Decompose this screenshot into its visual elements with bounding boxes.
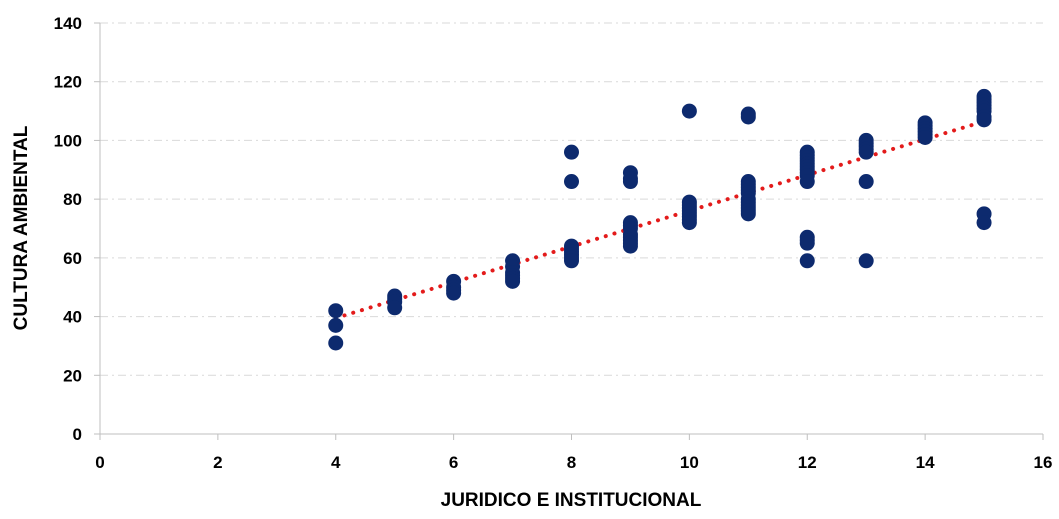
scatter-point bbox=[799, 253, 815, 269]
scatter-point bbox=[740, 206, 756, 222]
y-tick-label: 40 bbox=[63, 308, 82, 327]
scatter-point bbox=[564, 174, 579, 190]
x-tick-label: 16 bbox=[1034, 453, 1053, 472]
scatter-point bbox=[564, 144, 579, 160]
scatter-point bbox=[681, 215, 697, 231]
scatter-point bbox=[505, 273, 521, 289]
y-tick-label: 60 bbox=[63, 249, 82, 268]
scatter-point bbox=[387, 300, 403, 316]
y-tick-label: 120 bbox=[54, 73, 82, 92]
scatter-point bbox=[328, 317, 344, 333]
scatter-point bbox=[328, 303, 344, 319]
y-axis-title: CULTURA AMBIENTAL bbox=[11, 125, 32, 330]
x-tick-label: 12 bbox=[798, 453, 817, 472]
y-tick-label: 20 bbox=[63, 366, 82, 385]
data-points bbox=[328, 88, 992, 351]
x-tick-label: 2 bbox=[213, 453, 222, 472]
scatter-point bbox=[622, 238, 638, 254]
tick-labels: 0 20 40 60 80 100 120 140 0 2 4 6 8 10 12 14 16 bbox=[54, 14, 1053, 472]
scatter-point bbox=[976, 215, 992, 231]
scatter-point bbox=[446, 285, 462, 301]
trendline-layer bbox=[333, 119, 987, 321]
x-tick-label: 10 bbox=[680, 453, 699, 472]
scatter-point bbox=[564, 253, 579, 269]
y-tick-label: 140 bbox=[54, 14, 82, 33]
y-tick-label: 100 bbox=[54, 131, 82, 150]
scatter-point bbox=[799, 235, 815, 251]
y-tick-label: 0 bbox=[73, 425, 82, 444]
scatter-point bbox=[622, 174, 638, 190]
scatter-point bbox=[858, 253, 874, 269]
scatter-point bbox=[740, 109, 756, 125]
scatter-point bbox=[976, 112, 992, 128]
y-tick-label: 80 bbox=[63, 190, 82, 209]
scatter-point bbox=[858, 144, 874, 160]
x-tick-label: 4 bbox=[331, 453, 341, 472]
x-tick-label: 14 bbox=[916, 453, 935, 472]
trendline bbox=[333, 119, 987, 321]
scatter-point bbox=[858, 174, 874, 190]
x-tick-label: 8 bbox=[567, 453, 576, 472]
scatter-point bbox=[917, 129, 933, 145]
gridlines bbox=[100, 22, 1043, 376]
scatter-point bbox=[799, 174, 815, 190]
x-tick-label: 0 bbox=[95, 453, 104, 472]
scatter-point bbox=[328, 335, 344, 351]
x-axis-title: JURIDICO E INSTITUCIONAL bbox=[441, 490, 702, 511]
x-tick-label: 6 bbox=[449, 453, 458, 472]
scatter-point bbox=[681, 103, 697, 119]
axes bbox=[94, 22, 1044, 440]
